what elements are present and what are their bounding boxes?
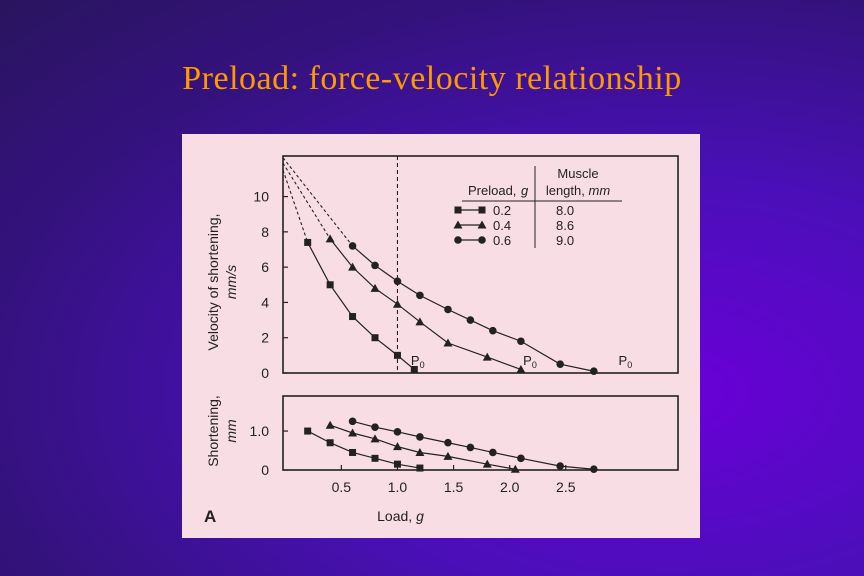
shortening-triangle-series-line: [329, 424, 516, 470]
velocity-triangle-extrapolation: [282, 162, 331, 240]
shortening-square-point: [349, 448, 357, 456]
velocity-triangle-point: [482, 352, 492, 361]
legend-key-marker: [477, 220, 487, 229]
p0-annotation: P0: [411, 353, 425, 370]
legend-header-preload: Preload,: [468, 183, 516, 198]
velocity-triangle-point: [370, 283, 380, 292]
load-x-tick-label: 1.0: [388, 479, 408, 495]
velocity-circle-point: [416, 291, 424, 300]
legend-key-marker: [454, 206, 462, 214]
velocity-circle-point: [489, 326, 497, 335]
slide-title: Preload: force-velocity relationship: [182, 60, 682, 97]
shortening-y-tick-label: 0: [261, 462, 269, 478]
panel-label: A: [204, 507, 216, 526]
shortening-triangle-point: [325, 420, 335, 429]
velocity-triangle-point: [415, 317, 425, 326]
load-x-tick-label: 0.5: [332, 479, 352, 495]
velocity-y-axis-label: Velocity of shortening, mm/s: [205, 214, 239, 351]
shortening-y-tick-label: 1.0: [250, 423, 270, 439]
velocity-circle-series-line: [352, 245, 594, 372]
velocity-square-extrapolation: [282, 169, 309, 243]
shortening-triangle-point: [392, 442, 402, 451]
shortening-circle-point: [556, 462, 564, 470]
legend-key-marker: [453, 220, 463, 229]
shortening-triangle-point: [443, 451, 453, 460]
shortening-triangle-point: [415, 447, 425, 456]
velocity-triangle-point: [325, 234, 335, 243]
velocity-square-point: [410, 365, 418, 373]
velocity-circle-point: [466, 316, 475, 324]
velocity-circle-extrapolation: [282, 157, 354, 247]
shortening-circle-point: [416, 433, 424, 441]
velocity-circle-point: [393, 277, 402, 286]
load-x-tick-label: 2.5: [556, 479, 576, 495]
shortening-circle-point: [590, 465, 598, 474]
shortening-circle-point: [393, 428, 402, 436]
velocity-triangle-series-line: [329, 238, 522, 371]
shortening-triangle-point: [370, 434, 380, 443]
velocity-y-tick-label: 4: [261, 294, 269, 310]
velocity-circle-point: [348, 242, 357, 250]
legend-header-length: length, mm: [546, 183, 610, 198]
shortening-triangle-point: [348, 428, 358, 437]
shortening-plot-frame: [282, 395, 679, 471]
force-velocity-figure: A 0 2 4 6 8 10 0 1.0 0.5 1.0 1.5 2.0 2.5 Velocity of …: [204, 155, 679, 526]
shortening-square-point: [371, 454, 379, 462]
velocity-triangle-point: [392, 299, 402, 308]
velocity-plot-frame: [282, 155, 679, 374]
legend-key-marker: [454, 236, 462, 244]
legend-preload-value: 0.6: [493, 233, 511, 248]
velocity-square-point: [349, 313, 357, 321]
velocity-square-point: [371, 334, 379, 342]
velocity-y-tick-label: 8: [261, 224, 269, 240]
figure-panel: A 0 2 4 6 8 10 0 1.0 0.5 1.0 1.5 2.0 2.5 Velocity of …: [182, 134, 700, 538]
velocity-circle-point: [444, 305, 452, 314]
legend-length-value: 8.6: [556, 218, 574, 233]
legend-length-value: 8.0: [556, 203, 574, 218]
shortening-circle-point: [371, 423, 379, 431]
shortening-square-point: [326, 439, 334, 447]
p0-annotation: P0: [619, 353, 633, 370]
velocity-triangle-point: [348, 262, 358, 271]
velocity-circle-point: [371, 261, 379, 270]
legend-header-muscle: Muscle: [557, 166, 598, 181]
velocity-circle-point: [590, 367, 598, 376]
shortening-circle-series-line: [352, 420, 594, 470]
velocity-square-point: [393, 351, 401, 359]
legend-length-value: 9.0: [556, 233, 574, 248]
velocity-y-tick-label: 10: [253, 189, 269, 205]
shortening-y-axis-label: Shortening, mm: [205, 395, 239, 467]
legend-key-marker: [478, 236, 486, 244]
shortening-square-point: [416, 464, 424, 472]
shortening-triangle-point: [482, 459, 492, 468]
legend-preload-value: 0.2: [493, 203, 511, 218]
velocity-triangle-point: [443, 338, 453, 347]
shortening-circle-point: [348, 417, 357, 426]
velocity-square-point: [304, 238, 312, 246]
shortening-circle-point: [466, 443, 475, 452]
velocity-circle-point: [517, 337, 525, 346]
load-x-axis-label: Load, g: [377, 508, 424, 524]
shortening-square-point: [393, 460, 401, 468]
velocity-square-point: [326, 281, 334, 289]
shortening-circle-point: [517, 454, 525, 463]
shortening-circle-point: [489, 448, 497, 457]
velocity-circle-point: [556, 360, 564, 368]
legend-preload-value: 0.4: [493, 218, 511, 233]
load-x-tick-label: 1.5: [444, 479, 464, 495]
velocity-y-tick-label: 6: [261, 259, 269, 275]
legend-key-marker: [478, 206, 486, 214]
shortening-square-point: [304, 427, 312, 435]
shortening-square-series-line: [307, 430, 421, 469]
velocity-y-tick-label: 2: [261, 330, 269, 346]
velocity-triangle-point: [516, 364, 526, 373]
load-x-tick-label: 2.0: [500, 479, 520, 495]
shortening-triangle-point: [510, 464, 520, 473]
p0-annotation: P0: [523, 353, 537, 370]
shortening-circle-point: [444, 438, 452, 447]
velocity-y-tick-label: 0: [261, 365, 269, 381]
legend-header-preload-unit: g: [521, 183, 529, 198]
